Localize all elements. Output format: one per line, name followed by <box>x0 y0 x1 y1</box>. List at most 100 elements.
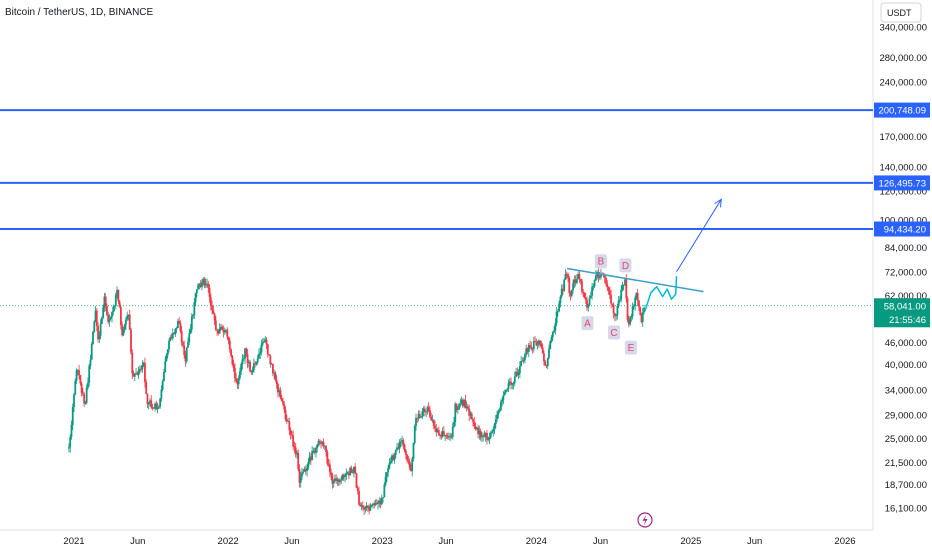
candle-body <box>176 320 179 328</box>
candle-body <box>598 277 601 278</box>
candle-body <box>420 416 422 418</box>
candle-body <box>450 435 453 438</box>
candle-body <box>236 381 239 385</box>
lightning-icon[interactable] <box>637 512 653 528</box>
candle-body <box>87 382 89 388</box>
candle-body <box>361 505 364 508</box>
candle-body <box>275 380 278 385</box>
wave-label-box <box>624 340 637 355</box>
wave-label-box <box>608 325 621 340</box>
candle-body <box>619 299 621 301</box>
candle-body <box>322 441 325 446</box>
candle-body <box>95 310 98 326</box>
candle-body <box>487 439 490 440</box>
candle-body <box>458 404 460 410</box>
candle-body <box>73 394 75 407</box>
projection-arrow[interactable] <box>676 199 722 273</box>
wave-label[interactable]: A <box>584 319 591 330</box>
projection-path[interactable] <box>644 276 678 312</box>
candle-body <box>430 416 433 420</box>
candle-body <box>496 414 498 420</box>
candle-body <box>525 348 528 355</box>
candle-body <box>353 466 355 473</box>
candle-body <box>570 289 573 296</box>
candle-body <box>328 464 331 473</box>
candle-body <box>151 407 154 409</box>
candle-body <box>125 319 127 325</box>
candle-body <box>313 450 316 453</box>
candle-body <box>582 291 585 293</box>
candle-body <box>239 371 241 379</box>
candle-body <box>549 341 552 349</box>
candle-body <box>372 503 374 505</box>
wave-label[interactable]: E <box>628 343 635 354</box>
time-tick-label: Jun <box>747 536 762 547</box>
candle-body <box>263 341 265 343</box>
candle-body <box>185 347 188 362</box>
candle-body <box>411 458 414 472</box>
candle-body <box>268 354 270 356</box>
candle-body <box>135 373 137 375</box>
candle-body <box>594 275 597 281</box>
candle-body <box>587 304 590 308</box>
time-tick-label: 2022 <box>218 536 239 547</box>
candle-body <box>446 436 449 438</box>
candle-body <box>316 444 319 448</box>
candle-body <box>340 479 343 481</box>
trend-line[interactable] <box>567 267 704 293</box>
candle-body <box>232 364 235 368</box>
candle-body <box>527 345 530 352</box>
candle-body <box>78 370 80 375</box>
price-tick-label: 21,500.00 <box>885 458 927 469</box>
candle-body <box>81 392 84 395</box>
candle-body <box>358 490 360 505</box>
candle-body <box>231 355 234 365</box>
candle-body <box>114 294 117 306</box>
candle-body <box>189 329 192 334</box>
candle-body <box>178 320 181 324</box>
candle-body <box>640 314 643 323</box>
candle-body <box>467 406 469 409</box>
time-tick-label: 2026 <box>834 536 855 547</box>
candle-body <box>366 505 369 508</box>
wave-label-box <box>619 258 632 273</box>
wave-label[interactable]: D <box>622 261 629 272</box>
candle-body <box>369 506 372 511</box>
candle-body <box>301 472 303 477</box>
candle-body <box>184 355 187 362</box>
candle-body <box>392 455 395 460</box>
candle-body <box>380 497 383 505</box>
wave-label[interactable]: B <box>598 257 605 268</box>
candle-body <box>89 359 92 366</box>
candle-body <box>221 326 224 331</box>
candle-body <box>534 341 536 342</box>
candle-body <box>413 426 416 443</box>
candle-body <box>541 347 544 354</box>
candle-body <box>108 319 111 322</box>
candle-body <box>217 330 220 334</box>
time-axis: 2021 Jun 2022 Jun 2023 Jun 2024 Jun 2025 Jun 2026 <box>63 536 855 547</box>
candle-body <box>180 331 183 342</box>
candle-body <box>102 307 105 318</box>
candle-body <box>294 447 297 455</box>
candle-body <box>370 504 373 507</box>
candle-body <box>493 423 496 430</box>
candle-body <box>241 359 244 364</box>
candle-body <box>374 503 377 506</box>
candle-body <box>605 277 607 284</box>
candle-body <box>174 328 177 335</box>
candle-body <box>218 328 221 334</box>
candle-body <box>347 472 350 476</box>
price-tick-label: 120,000.00 <box>879 187 927 198</box>
wave-label[interactable]: C <box>610 328 617 339</box>
usdt-button[interactable]: USDT <box>880 2 922 23</box>
candle-body <box>385 472 388 477</box>
candle-body <box>223 330 226 333</box>
candle-body <box>356 487 359 491</box>
candle-body <box>629 317 631 325</box>
candle-body <box>149 400 151 403</box>
candle-body <box>84 402 87 404</box>
candle-body <box>127 314 130 317</box>
candle-body <box>522 359 525 362</box>
